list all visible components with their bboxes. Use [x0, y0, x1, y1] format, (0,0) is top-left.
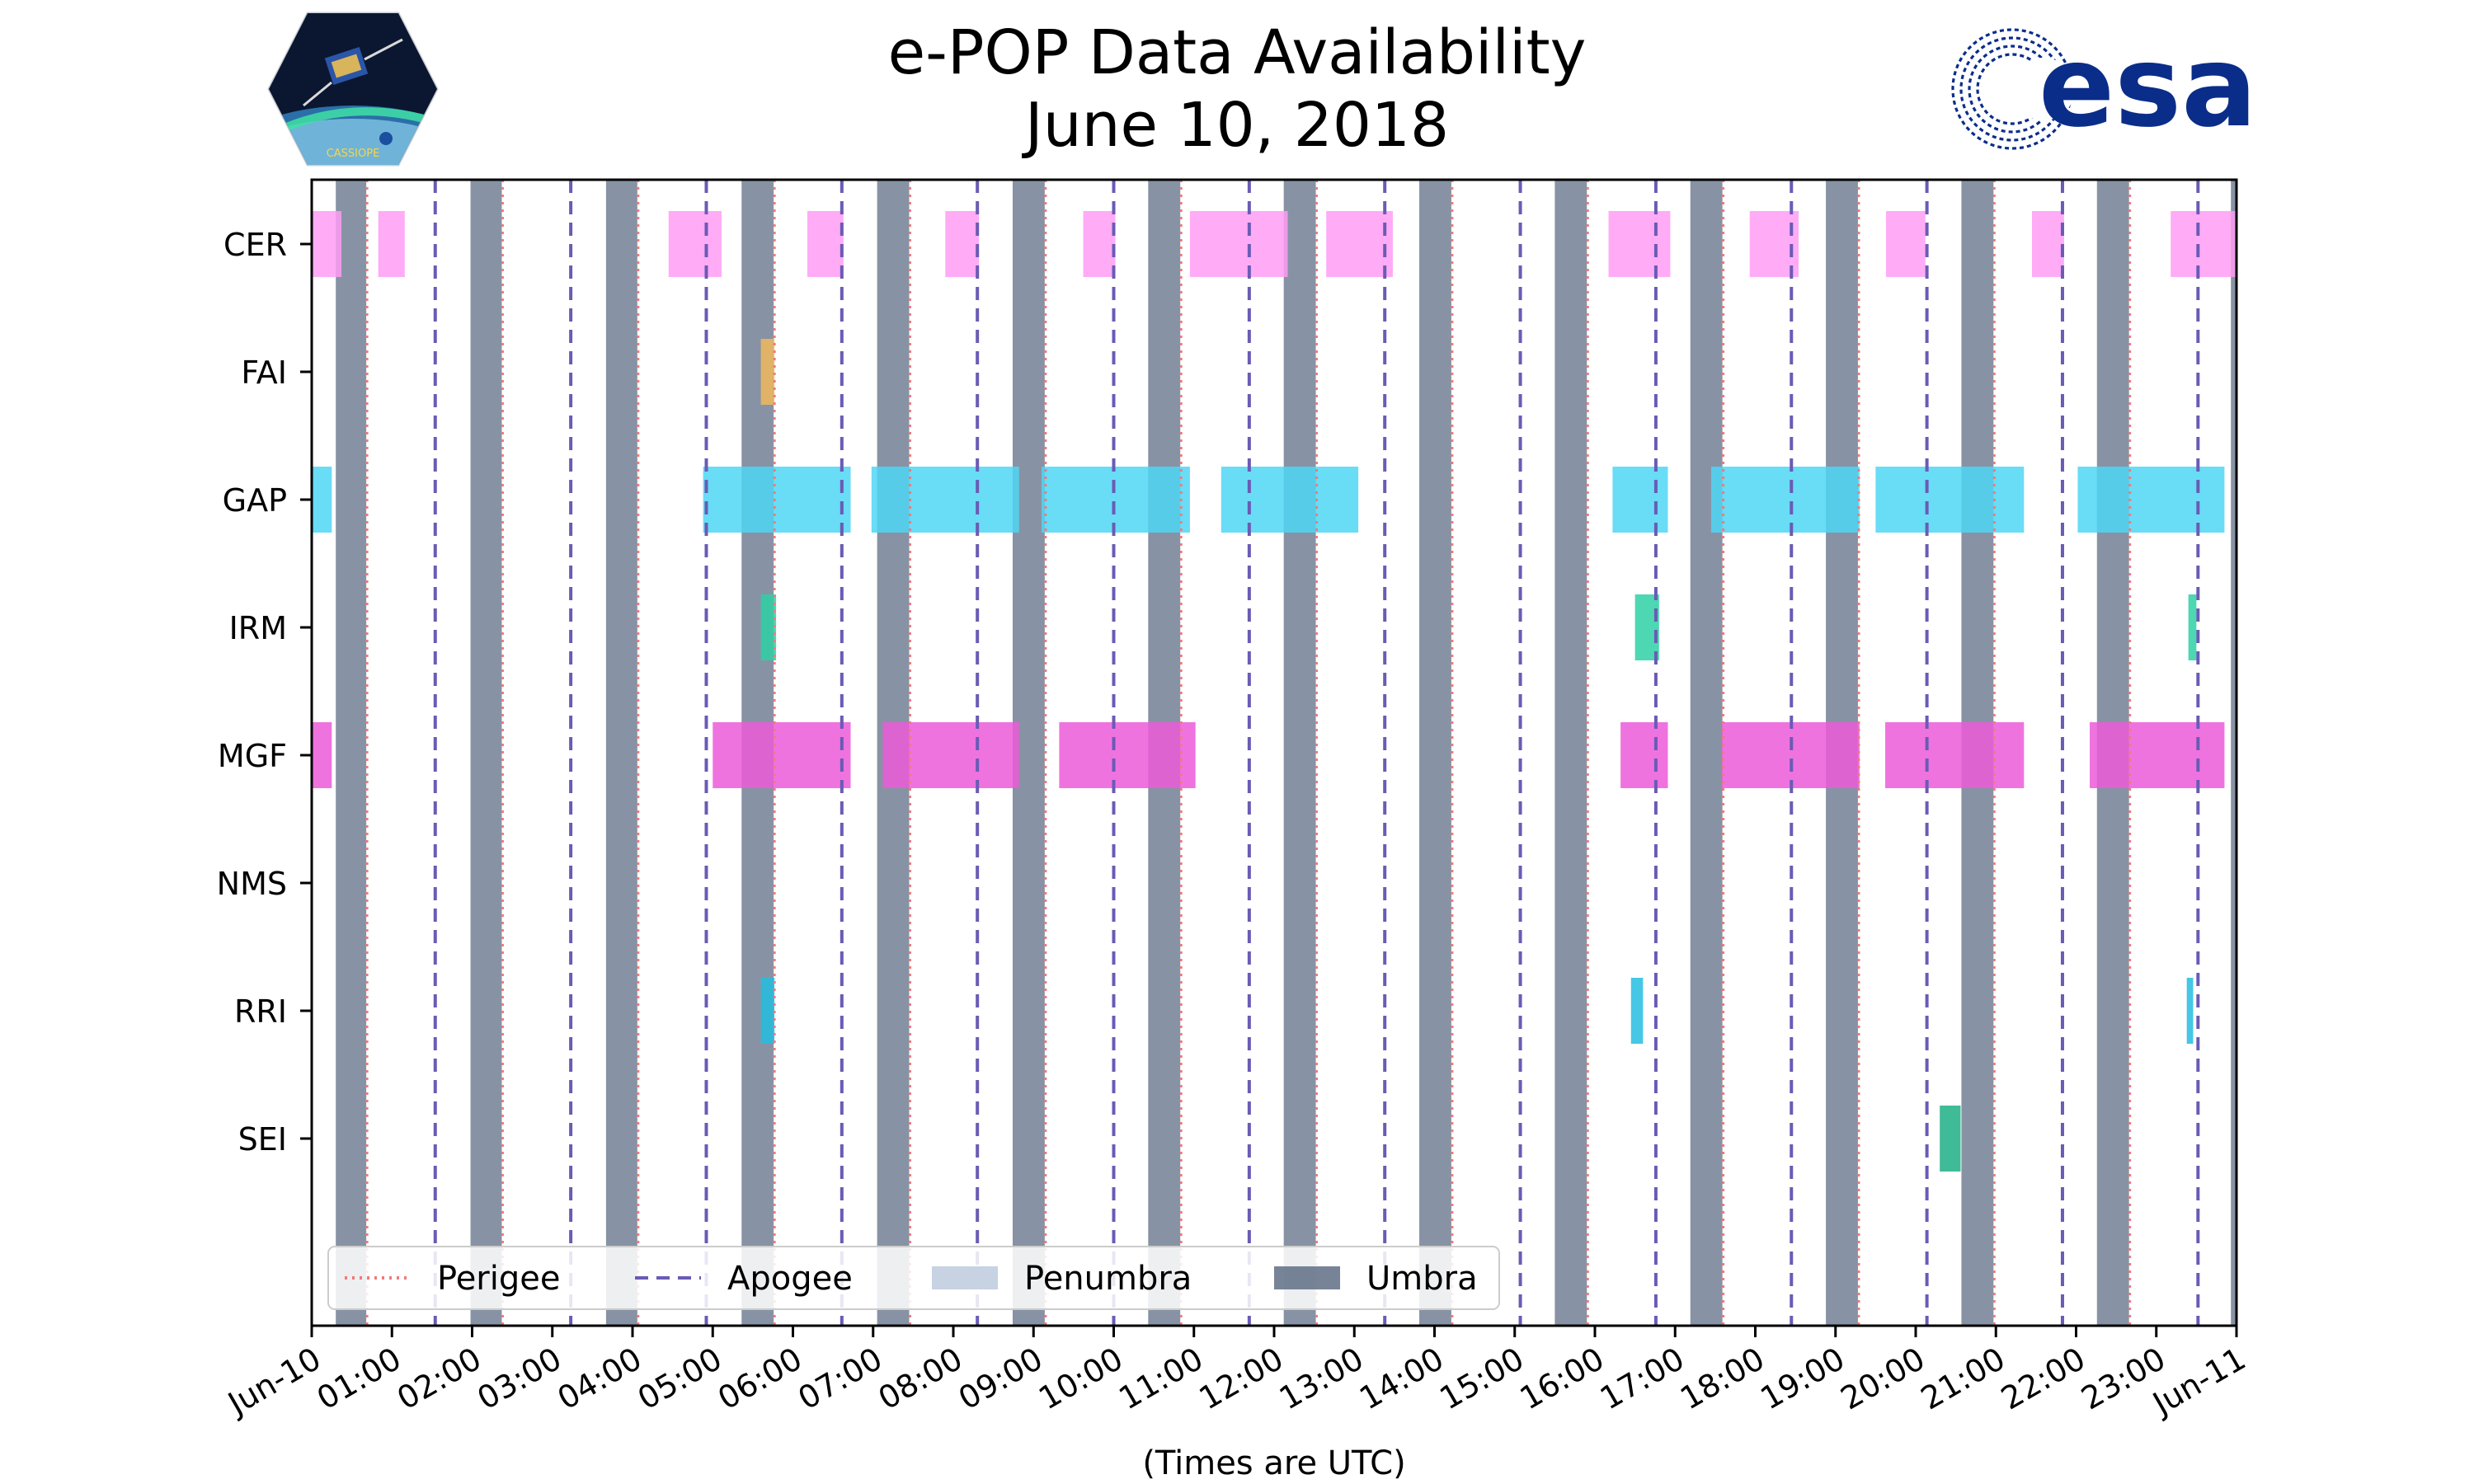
- availability-bar-mgf: [1721, 722, 1860, 788]
- x-tick-label: Jun-11: [2146, 1341, 2252, 1423]
- availability-bar-irm: [760, 594, 777, 660]
- availability-bar-cer: [945, 211, 980, 277]
- x-tick-label: 07:00: [792, 1341, 888, 1417]
- y-tick-label-irm: IRM: [229, 610, 287, 646]
- x-tick-label: 08:00: [872, 1341, 969, 1417]
- x-tick-label: 05:00: [632, 1341, 728, 1417]
- availability-bar-cer: [1326, 211, 1393, 277]
- y-tick-label-gap: GAP: [223, 482, 287, 519]
- availability-bar-cer: [1608, 211, 1671, 277]
- x-tick-label: Jun-10: [221, 1341, 327, 1423]
- legend-swatch-penumbra: [932, 1266, 998, 1289]
- availability-bar-gap: [1612, 467, 1668, 533]
- availability-bar-cer: [2171, 211, 2236, 277]
- availability-bar-gap: [871, 467, 1019, 533]
- x-tick-label: 12:00: [1193, 1341, 1290, 1417]
- chart-subtitle: June 10, 2018: [1024, 90, 1450, 161]
- availability-bar-cer: [668, 211, 722, 277]
- cassiope-logo: CASSIOPE: [267, 12, 439, 167]
- x-tick-label: 02:00: [391, 1341, 487, 1417]
- x-tick-label: 20:00: [1835, 1341, 1931, 1417]
- availability-bar-gap: [1221, 467, 1359, 533]
- availability-bar-mgf: [2090, 722, 2225, 788]
- x-tick-label: 18:00: [1674, 1341, 1771, 1417]
- legend-swatch-umbra: [1274, 1266, 1340, 1289]
- availability-bar-cer: [1189, 211, 1288, 277]
- availability-bar-cer: [1886, 211, 1926, 277]
- umbra-band: [470, 180, 502, 1326]
- availability-bar-cer: [378, 211, 405, 277]
- y-tick-label-cer: CER: [223, 227, 287, 263]
- x-tick-label: 19:00: [1754, 1341, 1851, 1417]
- availability-bar-gap: [1041, 467, 1190, 533]
- availability-bar-mgf: [1059, 722, 1196, 788]
- y-tick-label-sei: SEI: [238, 1121, 287, 1158]
- umbra-band: [1283, 180, 1316, 1326]
- x-tick-label: 11:00: [1112, 1341, 1209, 1417]
- x-tick-label: 01:00: [311, 1341, 407, 1417]
- x-tick-label: 09:00: [952, 1341, 1049, 1417]
- availability-bar-gap: [1711, 467, 1860, 533]
- availability-bar-cer: [2032, 211, 2064, 277]
- umbra-band: [1419, 180, 1451, 1326]
- umbra-band: [1690, 180, 1723, 1326]
- x-axis-label: (Times are UTC): [1142, 1444, 1405, 1482]
- availability-bar-rri: [2186, 978, 2194, 1044]
- availability-bar-gap: [1875, 467, 2025, 533]
- umbra-band: [2231, 180, 2236, 1326]
- x-tick-label: 16:00: [1514, 1341, 1611, 1417]
- availability-bar-mgf: [1620, 722, 1668, 788]
- x-tick-label: 03:00: [471, 1341, 567, 1417]
- chart-title-block: e-POP Data Availability June 10, 2018: [0, 16, 2474, 162]
- availability-bar-cer: [807, 211, 844, 277]
- availability-bar-mgf: [882, 722, 1019, 788]
- availability-bar-gap: [703, 467, 851, 533]
- y-tick-label-fai: FAI: [241, 355, 287, 391]
- legend-label-umbra: Umbra: [1366, 1260, 1478, 1298]
- y-tick-label-rri: RRI: [234, 993, 287, 1030]
- x-tick-label: 04:00: [552, 1341, 648, 1417]
- x-tick-label: 10:00: [1032, 1341, 1129, 1417]
- chart-title: e-POP Data Availability: [887, 17, 1587, 88]
- x-tick-label: 22:00: [1995, 1341, 2091, 1417]
- legend-label-perigee: Perigee: [437, 1260, 560, 1298]
- availability-bar-mgf: [713, 722, 851, 788]
- umbra-band: [336, 180, 367, 1326]
- availability-bar-gap: [312, 467, 332, 533]
- availability-bar-mgf: [312, 722, 332, 788]
- x-tick-label: 06:00: [712, 1341, 808, 1417]
- x-tick-label: 17:00: [1594, 1341, 1691, 1417]
- cassiope-logo-text: CASSIOPE: [327, 148, 380, 160]
- availability-bar-cer: [312, 211, 341, 277]
- umbra-band: [605, 180, 637, 1326]
- x-tick-label: 14:00: [1353, 1341, 1450, 1417]
- legend-label-apogee: Apogee: [727, 1260, 853, 1298]
- availability-bar-cer: [1083, 211, 1116, 277]
- esa-logo: esa: [1951, 22, 2257, 153]
- x-tick-label: 15:00: [1433, 1341, 1530, 1417]
- availability-bar-fai: [760, 339, 775, 405]
- availability-bar-gap: [2077, 467, 2225, 533]
- umbra-band: [1554, 180, 1587, 1326]
- availability-bar-irm: [2188, 594, 2197, 660]
- legend-label-penumbra: Penumbra: [1024, 1260, 1192, 1298]
- x-tick-label: 13:00: [1273, 1341, 1370, 1417]
- y-tick-label-mgf: MGF: [218, 738, 287, 774]
- availability-bar-mgf: [1885, 722, 2025, 788]
- esa-logo-text: esa: [2039, 22, 2257, 153]
- availability-bar-sei: [1940, 1106, 1961, 1172]
- legend-box: [327, 1246, 1500, 1310]
- availability-bar-rri: [760, 978, 775, 1044]
- availability-bar-irm: [1634, 594, 1659, 660]
- y-tick-label-nms: NMS: [217, 866, 287, 902]
- availability-bar-rri: [1630, 978, 1644, 1044]
- x-tick-label: 21:00: [1915, 1341, 2011, 1417]
